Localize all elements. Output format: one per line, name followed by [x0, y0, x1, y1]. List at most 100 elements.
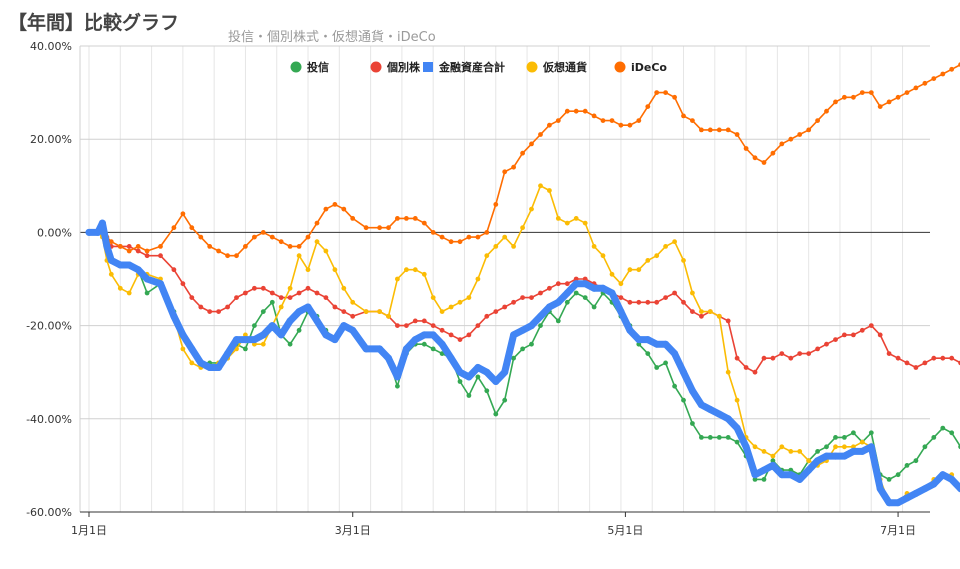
data-point	[538, 183, 543, 189]
data-point	[725, 435, 731, 440]
data-point	[699, 313, 704, 319]
series-3	[85, 219, 960, 507]
data-point	[840, 452, 848, 460]
data-point	[447, 354, 455, 362]
data-point	[125, 261, 133, 269]
data-point	[250, 336, 258, 344]
data-point	[296, 244, 302, 249]
chart-title: 【年間】比較グラフ	[8, 12, 180, 34]
data-point	[877, 104, 883, 109]
data-point	[922, 360, 928, 366]
data-point	[833, 444, 838, 450]
data-point	[591, 304, 597, 310]
data-point	[922, 80, 928, 86]
data-point	[143, 275, 151, 283]
data-point	[690, 118, 695, 123]
data-point	[189, 295, 195, 300]
data-point	[842, 94, 847, 100]
data-point	[663, 360, 668, 366]
x-tick-label: 1月1日	[71, 524, 107, 537]
data-point	[913, 85, 919, 91]
data-point	[734, 355, 740, 361]
data-point	[466, 234, 472, 240]
data-point	[815, 346, 820, 352]
data-point	[269, 290, 275, 296]
data-point	[913, 458, 919, 464]
data-point	[904, 360, 910, 366]
data-point	[939, 471, 947, 479]
data-point	[117, 285, 123, 291]
data-point	[895, 355, 901, 361]
data-point	[645, 299, 651, 305]
data-point	[537, 312, 544, 320]
data-point	[573, 108, 579, 114]
data-point	[635, 336, 643, 344]
legend-marker	[526, 61, 538, 73]
data-point	[761, 355, 767, 361]
data-point	[824, 341, 829, 347]
data-point	[158, 253, 163, 259]
data-point	[949, 430, 955, 436]
data-point	[645, 351, 651, 356]
data-point	[520, 295, 525, 300]
data-point	[475, 234, 481, 240]
data-point	[681, 113, 686, 119]
data-point	[815, 449, 820, 454]
data-point	[501, 368, 509, 376]
data-point	[179, 331, 187, 339]
series-2	[86, 225, 960, 375]
data-point	[797, 132, 803, 137]
data-point	[448, 239, 454, 245]
data-point	[716, 435, 722, 440]
data-point	[868, 323, 874, 328]
data-point	[707, 435, 713, 440]
data-point	[538, 132, 543, 137]
data-point	[144, 248, 150, 254]
data-point	[904, 463, 910, 468]
data-point	[842, 435, 847, 440]
data-point	[420, 331, 428, 339]
data-point	[547, 122, 552, 128]
data-point	[429, 331, 437, 339]
data-point	[833, 337, 838, 342]
data-point	[547, 188, 552, 193]
data-point	[707, 127, 713, 133]
y-axis: 40.00% 20.00% 0.00% -20.00% -40.00% -60.00%	[26, 40, 72, 519]
data-point	[796, 475, 804, 483]
data-point	[171, 225, 177, 231]
data-point	[180, 346, 186, 352]
data-point	[511, 164, 516, 170]
data-point	[618, 281, 624, 287]
data-point	[761, 477, 767, 482]
data-point	[833, 435, 838, 440]
data-point	[931, 435, 937, 440]
data-point	[395, 276, 400, 282]
data-point	[672, 290, 677, 296]
data-point	[582, 220, 588, 226]
data-point	[278, 304, 284, 310]
data-point	[948, 475, 956, 483]
data-point	[278, 239, 284, 245]
data-point	[618, 295, 624, 300]
data-point	[484, 230, 490, 235]
data-point	[296, 253, 302, 259]
data-point	[234, 253, 239, 259]
data-point	[377, 225, 382, 231]
data-point	[868, 90, 874, 95]
data-point	[851, 430, 856, 436]
data-point	[144, 253, 150, 259]
data-point	[672, 239, 677, 245]
data-point	[448, 332, 454, 338]
data-point	[752, 444, 758, 450]
data-point	[725, 369, 731, 375]
data-point	[761, 449, 767, 454]
y-tick-label: -20.00%	[26, 320, 72, 333]
data-point	[672, 94, 677, 100]
data-point	[545, 303, 553, 311]
data-point	[626, 326, 634, 334]
data-point	[957, 485, 960, 493]
data-point	[296, 327, 302, 333]
data-point	[608, 289, 616, 297]
data-point	[582, 108, 588, 114]
data-point	[529, 341, 534, 347]
